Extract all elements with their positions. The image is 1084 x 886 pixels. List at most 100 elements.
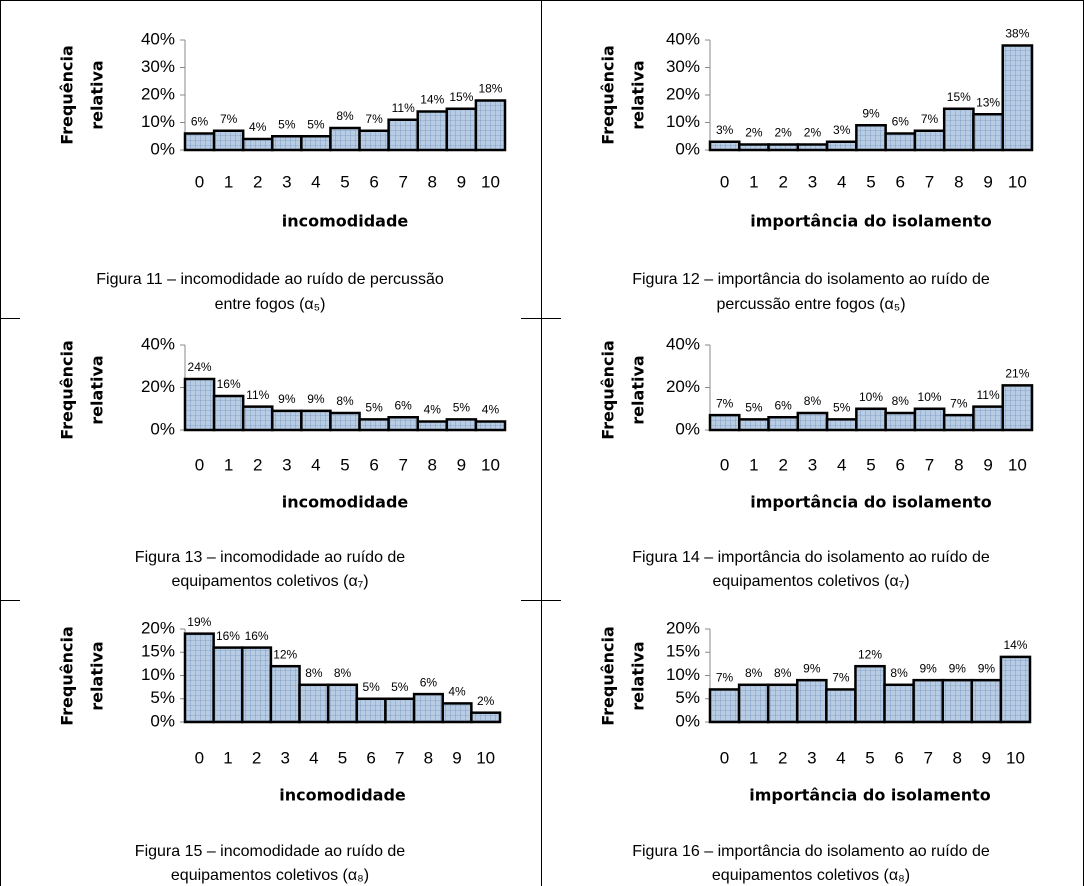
- bar-hatch: [415, 695, 442, 721]
- data-label: 2%: [745, 126, 763, 140]
- bar-hatch: [390, 121, 417, 149]
- data-label: 5%: [307, 117, 325, 131]
- data-label: 21%: [1005, 367, 1029, 381]
- x-tick-label: 3: [282, 172, 291, 191]
- figure-caption: equipamentos coletivos (α₈): [171, 867, 369, 884]
- data-label: 16%: [245, 629, 269, 643]
- data-label: 3%: [833, 123, 851, 137]
- x-tick-label: 4: [309, 748, 318, 767]
- bar-hatch: [361, 132, 388, 149]
- x-tick-label: 7: [395, 748, 404, 767]
- data-label: 5%: [362, 680, 380, 694]
- data-label: 4%: [424, 403, 442, 417]
- x-tick-label: 5: [340, 455, 349, 474]
- bar-hatch: [915, 681, 942, 721]
- data-label: 4%: [249, 120, 267, 134]
- y-tick-label: 20%: [666, 618, 700, 637]
- bar-hatch: [302, 412, 329, 429]
- x-tick-label: 7: [923, 748, 932, 767]
- bar-hatch: [1002, 658, 1029, 721]
- data-label: 11%: [392, 101, 415, 115]
- y-tick-label: 20%: [666, 84, 700, 103]
- x-tick-label: 5: [866, 455, 875, 474]
- bar-hatch: [419, 423, 446, 429]
- data-label: 6%: [775, 398, 793, 412]
- bar-hatch: [711, 143, 738, 149]
- data-label: 10%: [859, 390, 883, 404]
- x-tick-label: 10: [481, 172, 500, 191]
- data-label: 2%: [775, 126, 793, 140]
- y-tick-label: 15%: [666, 642, 700, 661]
- y-tick-label: 10%: [666, 112, 700, 131]
- data-label: 11%: [246, 388, 269, 402]
- y-tick-label: 20%: [141, 618, 175, 637]
- bar-hatch: [329, 686, 356, 721]
- x-tick-label: 10: [476, 748, 495, 767]
- x-tick-label: 6: [896, 172, 905, 191]
- bar-hatch: [799, 414, 826, 429]
- data-label: 16%: [217, 377, 241, 391]
- bar-hatch: [974, 408, 1002, 429]
- bar-hatch: [770, 418, 797, 429]
- bar-hatch: [740, 686, 767, 721]
- data-label: 8%: [336, 394, 354, 408]
- data-label: 8%: [774, 666, 792, 680]
- y-tick-label: 0%: [150, 139, 175, 158]
- x-tick-label: 8: [954, 455, 963, 474]
- data-label: 8%: [892, 394, 910, 408]
- data-label: 5%: [391, 680, 409, 694]
- bar-hatch: [711, 690, 738, 721]
- data-label: 3%: [716, 123, 734, 137]
- x-tick-label: 2: [253, 455, 262, 474]
- y-axis-title: Frequência: [58, 45, 77, 145]
- y-tick-label: 0%: [150, 419, 175, 438]
- x-tick-label: 2: [778, 748, 787, 767]
- bar-hatch: [243, 649, 270, 721]
- x-tick-label: 8: [424, 748, 433, 767]
- bar-hatch: [857, 410, 885, 429]
- y-tick-label: 10%: [666, 665, 700, 684]
- bar-hatch: [444, 704, 470, 721]
- bar-hatch: [945, 110, 972, 149]
- x-tick-label: 0: [195, 455, 204, 474]
- bar-hatch: [358, 700, 384, 721]
- bar-hatch: [361, 420, 388, 429]
- x-tick-label: 7: [925, 455, 934, 474]
- y-axis-title: relativa: [88, 355, 107, 424]
- bar-hatch: [386, 700, 413, 721]
- x-tick-label: 10: [481, 455, 500, 474]
- bar-hatch: [419, 113, 446, 149]
- bar-hatch: [769, 686, 796, 721]
- x-tick-label: 3: [280, 748, 289, 767]
- data-label: 6%: [395, 398, 413, 412]
- data-label: 2%: [804, 126, 822, 140]
- y-axis-title: Frequência: [599, 340, 618, 440]
- bar-hatch: [273, 137, 300, 149]
- data-label: 7%: [716, 396, 734, 410]
- data-label: 18%: [478, 82, 502, 96]
- x-tick-label: 5: [340, 172, 349, 191]
- bar-hatch: [244, 140, 271, 149]
- figure-caption: equipamentos coletivos (α₇): [712, 573, 909, 590]
- data-label: 11%: [977, 388, 1000, 402]
- data-label: 4%: [448, 685, 466, 699]
- data-label: 5%: [278, 117, 296, 131]
- data-label: 8%: [334, 666, 352, 680]
- bar-hatch: [272, 667, 299, 721]
- x-tick-label: 0: [720, 455, 729, 474]
- x-axis-title: importância do isolamento: [750, 212, 992, 231]
- data-label: 13%: [976, 95, 1000, 109]
- data-label: 7%: [716, 671, 734, 685]
- bar-hatch: [828, 143, 855, 149]
- x-tick-label: 1: [224, 172, 233, 191]
- x-tick-label: 2: [778, 455, 787, 474]
- figure-caption: Figura 16 – importância do isolamento ao…: [632, 843, 990, 860]
- x-tick-label: 2: [253, 172, 262, 191]
- bar-hatch: [1004, 386, 1031, 429]
- data-label: 14%: [1003, 638, 1027, 652]
- y-axis-title: relativa: [629, 355, 648, 424]
- y-axis-title: relativa: [629, 641, 648, 710]
- bar-hatch: [301, 686, 327, 721]
- data-label: 9%: [949, 661, 967, 675]
